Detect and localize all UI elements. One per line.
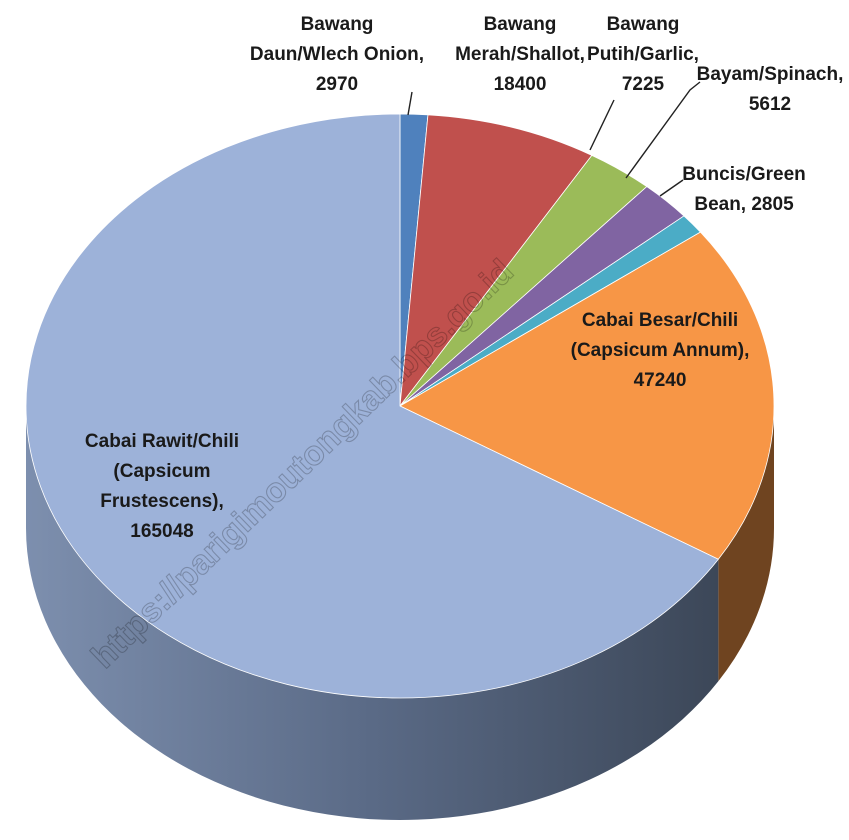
- leader-line-buncis-green-bean: [659, 179, 684, 197]
- slice-label-cabai-besar-chili-capsicum-annum: Cabai Besar/Chili (Capsicum Annum), 47240: [571, 310, 750, 391]
- leader-line-bawang-putih-garlic: [589, 99, 615, 151]
- leader-line-bawang-daun-wlech-onion: [407, 91, 413, 116]
- slice-label-bawang-merah-shallot: Bawang Merah/Shallot, 18400: [455, 14, 585, 95]
- pie-side-cabai-besar-chili-capsicum-annum: [718, 406, 774, 682]
- leader-lines: [407, 81, 701, 197]
- pie-slice-cabai-rawit-chili-capsicum-frustescens: [25, 113, 719, 699]
- pie-side-layer: [26, 406, 774, 820]
- pie-side-cabai-rawit-chili-capsicum-frustescens: [26, 406, 719, 820]
- pie-top-layer: [25, 113, 775, 699]
- slice-label-bawang-daun-wlech-onion: Bawang Daun/Wlech Onion, 2970: [250, 14, 424, 95]
- slice-label-buncis-green-bean: Buncis/Green Bean, 2805: [682, 164, 806, 215]
- pie-slice-cabai-besar-chili-capsicum-annum: [399, 231, 775, 560]
- leader-line-bayam-spinach: [625, 81, 701, 179]
- slice-label-bawang-putih-garlic: Bawang Putih/Garlic, 7225: [587, 14, 699, 95]
- slice-labels: Bawang Daun/Wlech Onion, 2970 Bawang Merah/S…: [85, 14, 843, 542]
- slice-label-bayam-spinach: Bayam/Spinach, 5612: [697, 64, 844, 115]
- pie-slice-bawang-merah-shallot: [399, 114, 593, 408]
- slice-label-cabai-rawit-chili-capsicum-frustescens: Cabai Rawit/Chili (Capsicum Frustescens), 1…: [85, 431, 239, 542]
